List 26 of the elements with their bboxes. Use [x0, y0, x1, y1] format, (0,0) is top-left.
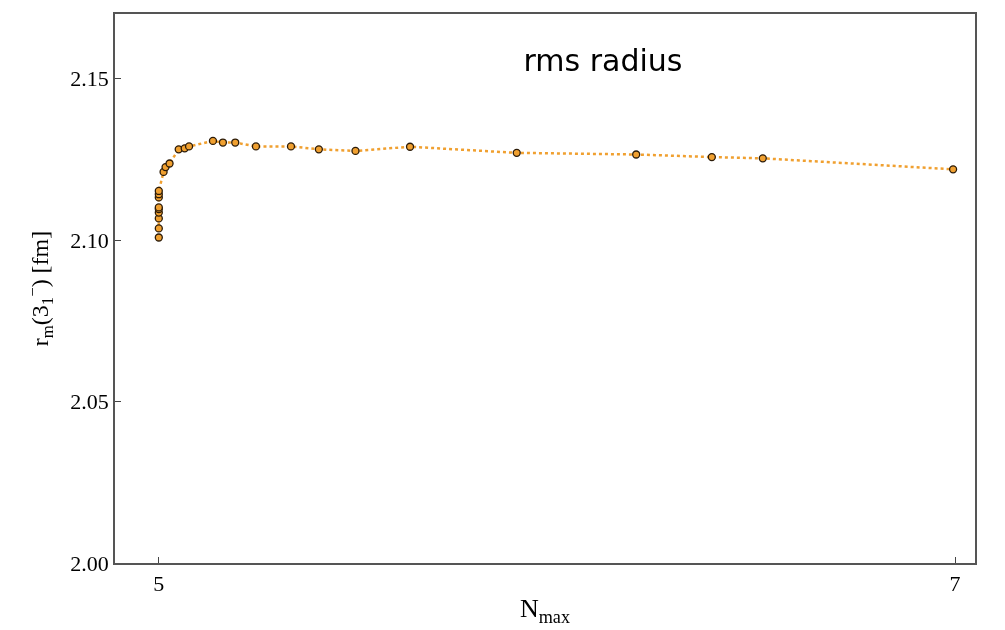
point	[405, 142, 415, 151]
x-tick-label: 5	[153, 571, 165, 597]
x-tick-label: 7	[949, 571, 961, 597]
point	[351, 146, 360, 156]
point	[154, 224, 163, 233]
point	[948, 165, 958, 174]
point	[208, 136, 218, 146]
point	[758, 154, 767, 163]
point	[512, 148, 521, 158]
point	[165, 159, 174, 168]
x-axis-title: N$_{max}$	[519, 594, 571, 627]
text: rms radius	[523, 43, 683, 79]
y-tick-label: 2.00	[70, 550, 109, 576]
point	[154, 186, 163, 196]
point	[314, 145, 323, 154]
point	[218, 138, 228, 147]
point	[286, 142, 296, 151]
point	[231, 138, 240, 147]
y-tick-label: 2.05	[70, 389, 109, 415]
point	[251, 142, 261, 151]
point	[632, 150, 641, 159]
point	[154, 233, 163, 242]
y-tick-label: 2.15	[70, 66, 109, 92]
point	[707, 152, 716, 162]
y-tick-label: 2.10	[70, 227, 109, 253]
point	[184, 142, 194, 151]
